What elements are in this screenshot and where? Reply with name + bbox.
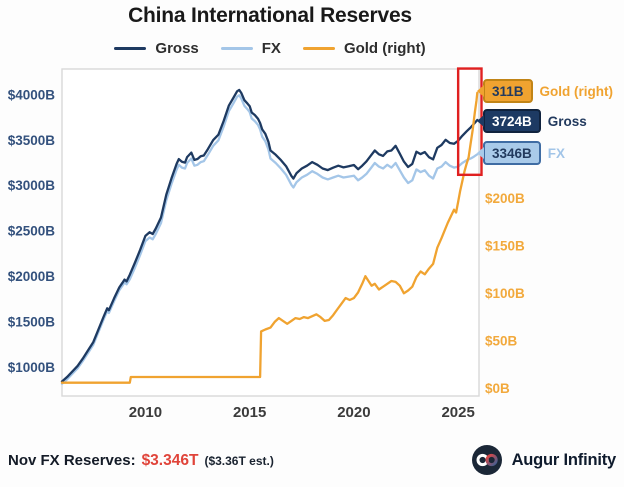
- legend-item-gold: Gold (right): [302, 40, 426, 57]
- end-label-gold: 311B Gold (right): [477, 78, 614, 104]
- end-value-gross: 3724B: [477, 109, 541, 133]
- gross-line-swatch-icon: [114, 46, 147, 51]
- brand-name: Augur Infinity: [511, 450, 617, 469]
- tag-pointer-icon: [477, 85, 484, 97]
- end-series-gold: Gold (right): [539, 83, 614, 99]
- end-series-gross: Gross: [547, 113, 587, 129]
- end-value-fx: 3346B: [477, 141, 541, 165]
- svg-text:$2500B: $2500B: [8, 224, 56, 239]
- svg-text:2025: 2025: [441, 404, 474, 421]
- legend: Gross FX Gold (right): [0, 40, 540, 57]
- footer-label: Nov FX Reserves:: [8, 452, 136, 469]
- svg-text:$4000B: $4000B: [8, 87, 56, 102]
- svg-text:$3500B: $3500B: [8, 133, 56, 148]
- legend-label-gold: Gold (right): [343, 40, 426, 57]
- svg-text:$100B: $100B: [485, 286, 525, 301]
- svg-text:$50B: $50B: [485, 333, 518, 348]
- augur-infinity-logo-icon: [471, 445, 502, 475]
- brand: Augur Infinity: [471, 444, 616, 476]
- svg-text:$1000B: $1000B: [8, 360, 56, 375]
- gold-line-swatch-icon: [302, 46, 335, 51]
- legend-item-gross: Gross: [114, 40, 199, 57]
- footer-note: Nov FX Reserves: $3.346T ($3.36T est.): [8, 452, 274, 470]
- legend-label-fx: FX: [261, 40, 281, 57]
- svg-text:$200B: $200B: [485, 191, 525, 206]
- end-label-fx: 3346B FX: [477, 140, 566, 166]
- svg-text:$2000B: $2000B: [8, 269, 56, 284]
- svg-text:$0B: $0B: [485, 381, 510, 396]
- end-label-gross: 3724B Gross: [477, 108, 587, 134]
- svg-text:$150B: $150B: [485, 238, 525, 253]
- svg-text:$3000B: $3000B: [8, 178, 56, 193]
- svg-text:2020: 2020: [337, 404, 370, 421]
- svg-text:2015: 2015: [233, 404, 266, 421]
- svg-text:2010: 2010: [129, 404, 162, 421]
- legend-label-gross: Gross: [155, 40, 199, 57]
- footer-estimate: ($3.36T est.): [204, 454, 274, 468]
- end-series-fx: FX: [547, 145, 566, 161]
- tag-pointer-icon: [477, 147, 484, 159]
- chart-title: China International Reserves: [128, 4, 412, 27]
- end-value-gold: 311B: [477, 79, 533, 103]
- footer-value: $3.346T: [141, 452, 199, 469]
- fx-line-swatch-icon: [220, 46, 253, 51]
- svg-text:$1500B: $1500B: [8, 314, 56, 329]
- tag-pointer-icon: [477, 115, 484, 127]
- legend-item-fx: FX: [220, 40, 281, 57]
